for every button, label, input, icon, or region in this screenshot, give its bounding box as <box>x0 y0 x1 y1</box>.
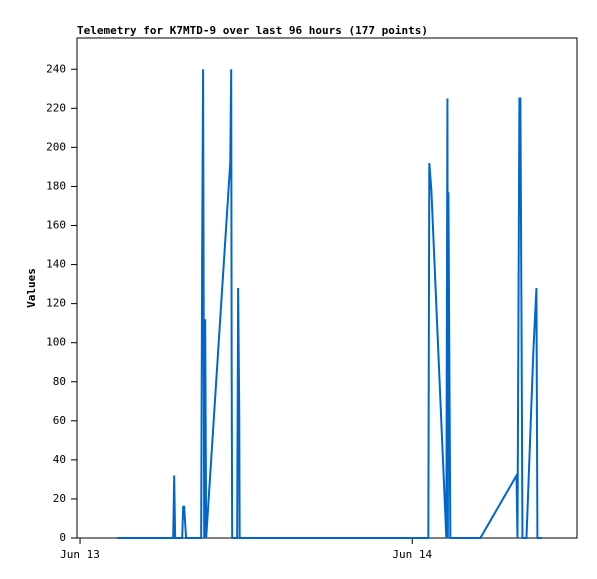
y-tick-label: 100 <box>46 336 66 349</box>
y-tick-label: 220 <box>46 101 66 114</box>
chart-title: Telemetry for K7MTD-9 over last 96 hours… <box>77 24 428 37</box>
y-tick-label: 60 <box>53 414 66 427</box>
y-tick-label: 0 <box>59 531 66 544</box>
x-tick-label: Jun 13 <box>60 548 100 561</box>
y-tick-label: 140 <box>46 258 66 271</box>
y-axis-label: Values <box>25 268 38 308</box>
y-tick-label: 200 <box>46 140 66 153</box>
x-tick-label: Jun 14 <box>392 548 432 561</box>
y-tick-label: 240 <box>46 62 66 75</box>
y-tick-label: 40 <box>53 453 66 466</box>
y-tick-label: 180 <box>46 179 66 192</box>
y-tick-label: 160 <box>46 219 66 232</box>
y-tick-label: 120 <box>46 297 66 310</box>
y-tick-label: 80 <box>53 375 66 388</box>
y-tick-label: 20 <box>53 492 66 505</box>
data-line <box>117 69 542 539</box>
plot-frame <box>76 37 578 539</box>
